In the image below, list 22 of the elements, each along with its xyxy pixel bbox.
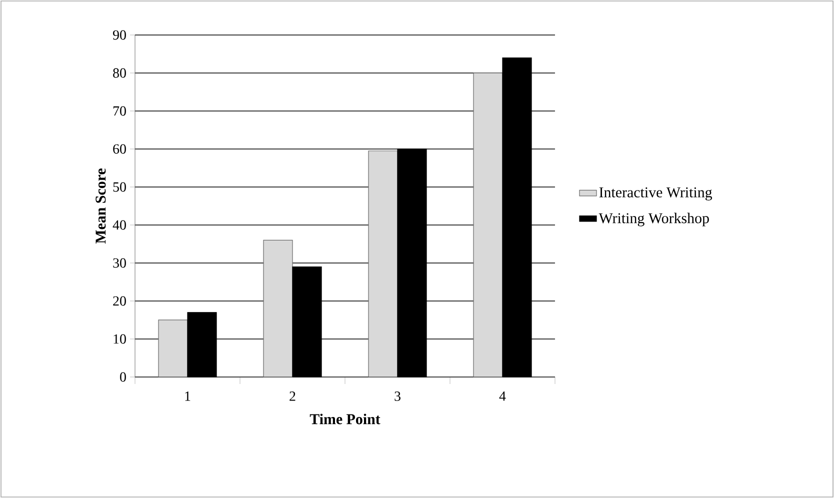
bar (368, 150, 398, 378)
bar (263, 240, 293, 378)
x-tick-label: 1 (185, 391, 190, 401)
y-tick-label: 20 (113, 296, 126, 306)
bar (473, 72, 503, 378)
y-tick-label: 40 (112, 220, 126, 230)
y-tick-label: 80 (113, 68, 126, 78)
y-axis-title: Mean Score (96, 168, 106, 244)
y-tick-label: 10 (114, 334, 126, 344)
y-tick-label: 0 (120, 372, 126, 382)
y-tick-label: 30 (113, 258, 126, 268)
y-tick-label: 60 (113, 144, 126, 154)
x-tick-label: 4 (499, 392, 506, 401)
x-tick-label: 2 (290, 392, 296, 401)
y-tick-label: 50 (113, 182, 126, 192)
y-tick-label: 70 (113, 106, 126, 116)
legend-label: Writing Workshop (598, 212, 709, 226)
y-tick-label: 90 (112, 30, 126, 40)
x-tick-label: 3 (394, 392, 400, 401)
x-axis-title: Time Point (310, 414, 380, 424)
legend-label: Interactive Writing (599, 187, 712, 200)
bar (158, 320, 188, 378)
